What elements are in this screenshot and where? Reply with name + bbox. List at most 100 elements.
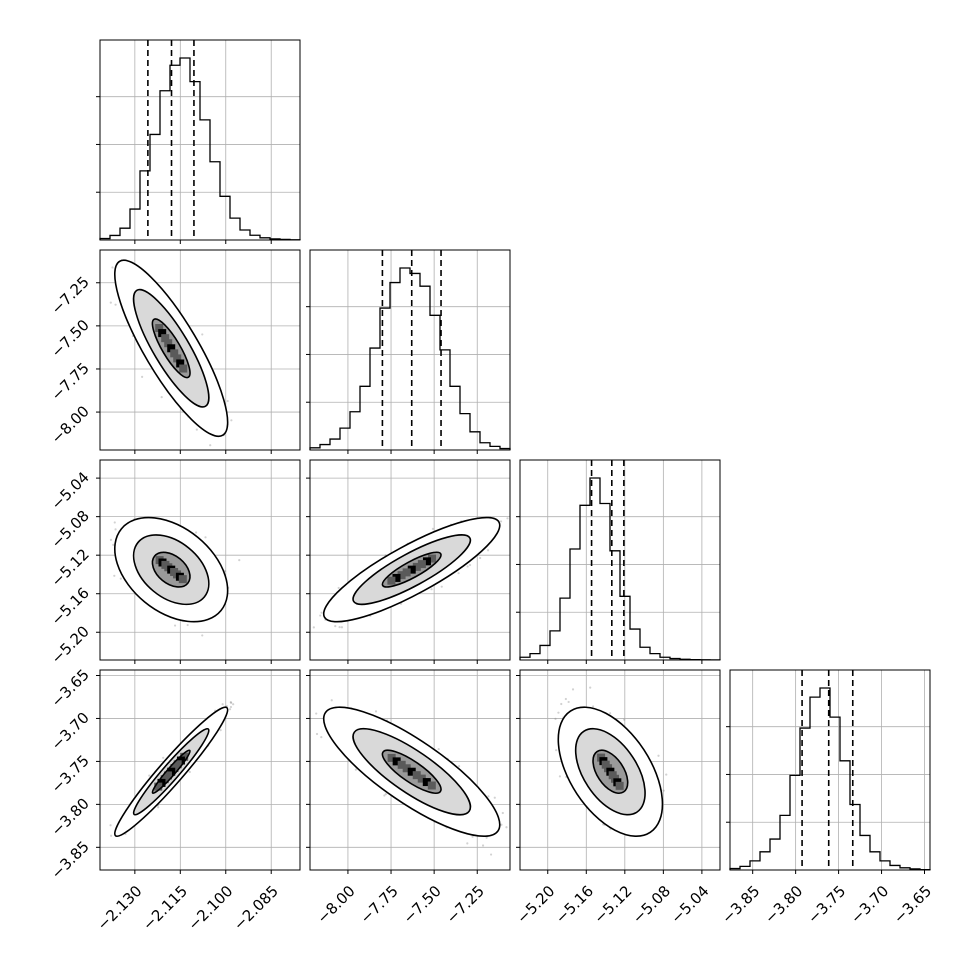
density-core [387,554,437,585]
density-cell [615,781,624,790]
scatter-point [209,444,212,447]
density-cell [417,560,426,569]
scatter-point [489,853,493,856]
scatter-point [471,835,474,838]
density-cell [397,760,406,769]
scatter-panel-2-1 [309,459,511,661]
histogram-panel-3 [726,669,931,871]
scatter-point [334,625,337,628]
density-cell [154,782,163,791]
scatter-panel-2-0 [99,459,301,661]
scatter-point [340,626,344,629]
y-tick-label: −7.75 [48,359,93,404]
density-cell [428,554,437,563]
scatter-point [589,686,592,689]
scatter-point [195,428,198,431]
y-tick-label: −3.65 [48,666,93,711]
x-tick-label: −2.130 [94,882,146,934]
scatter-point [354,768,357,771]
scatter-point [114,303,117,306]
contour-line-1 [574,727,646,816]
scatter-point [458,765,461,768]
x-tick-label: −3.85 [718,882,763,927]
contour-line-2 [557,706,664,838]
density-cell [422,778,431,787]
histogram-panel-1 [306,249,511,451]
panel-border [729,669,931,871]
scatter-point [114,528,117,531]
scatter-point [230,419,233,422]
x-tick-label: −8.00 [313,882,358,927]
density-cell [402,568,411,577]
scatter-point [162,756,165,759]
scatter-point [437,747,440,751]
contour-line-2 [322,706,501,838]
contour-line-0 [592,749,629,794]
contour-line-2 [113,259,229,438]
scatter-point [160,396,163,399]
density-cell [178,575,187,584]
x-tick-label: −5.12 [590,882,635,927]
scatter-point [591,705,595,708]
density-cell [412,771,421,780]
scatter-point [501,811,504,815]
scatter-point [560,702,563,706]
scatter-point [201,634,204,637]
scatter-point [479,556,482,560]
histogram-step-line [519,477,721,661]
y-tick-label: −5.20 [48,622,93,667]
scatter-point [457,572,460,575]
scatter-point [238,559,241,562]
scatter-point [110,834,113,837]
scatter-point [469,563,472,567]
y-tick-label: −5.08 [48,507,93,552]
x-tick-label: −5.20 [513,882,558,927]
x-tick-label: −7.25 [443,882,488,927]
scatter-point [431,527,434,530]
panel-border [99,669,301,871]
panel-content [109,701,235,838]
scatter-panel-3-1 [309,669,511,871]
contour-line-1 [352,727,472,816]
scatter-point [94,240,96,242]
y-tick-label: −5.16 [48,584,93,629]
scatter-point [230,701,233,704]
scatter-point [440,585,443,588]
panel-content [315,699,508,856]
density-cell [412,562,421,571]
scatter-point [493,796,496,799]
density-core [155,556,187,584]
density-core [155,324,188,373]
scatter-point [567,700,570,704]
density-cell [167,344,176,353]
panel-border [99,459,301,661]
scatter-point [662,789,665,792]
scatter-point [384,793,387,796]
scatter-point [554,717,557,720]
scatter-point [188,770,191,774]
scatter-point [665,773,668,776]
scatter-point [232,703,235,706]
scatter-point [228,708,232,711]
panel-background [100,40,300,240]
density-cell [422,557,431,566]
scatter-point [558,775,562,778]
x-tick-label: −5.16 [552,882,597,927]
y-tick-label: −3.75 [48,752,93,797]
scatter-point [109,824,112,827]
scatter-point [320,735,323,739]
scatter-point [337,586,340,590]
panel-border [99,249,301,451]
contour-line-1 [132,534,210,606]
histogram-step-line [729,687,931,871]
scatter-point [221,703,224,706]
panel-content [554,686,668,838]
density-cell [387,753,396,762]
density-cell [402,764,411,773]
x-tick-label: −2.085 [230,882,282,934]
x-tick-label: −7.50 [400,882,445,927]
contour-line-1 [132,288,210,408]
density-core [597,753,624,790]
y-tick-label: −3.85 [48,837,93,882]
